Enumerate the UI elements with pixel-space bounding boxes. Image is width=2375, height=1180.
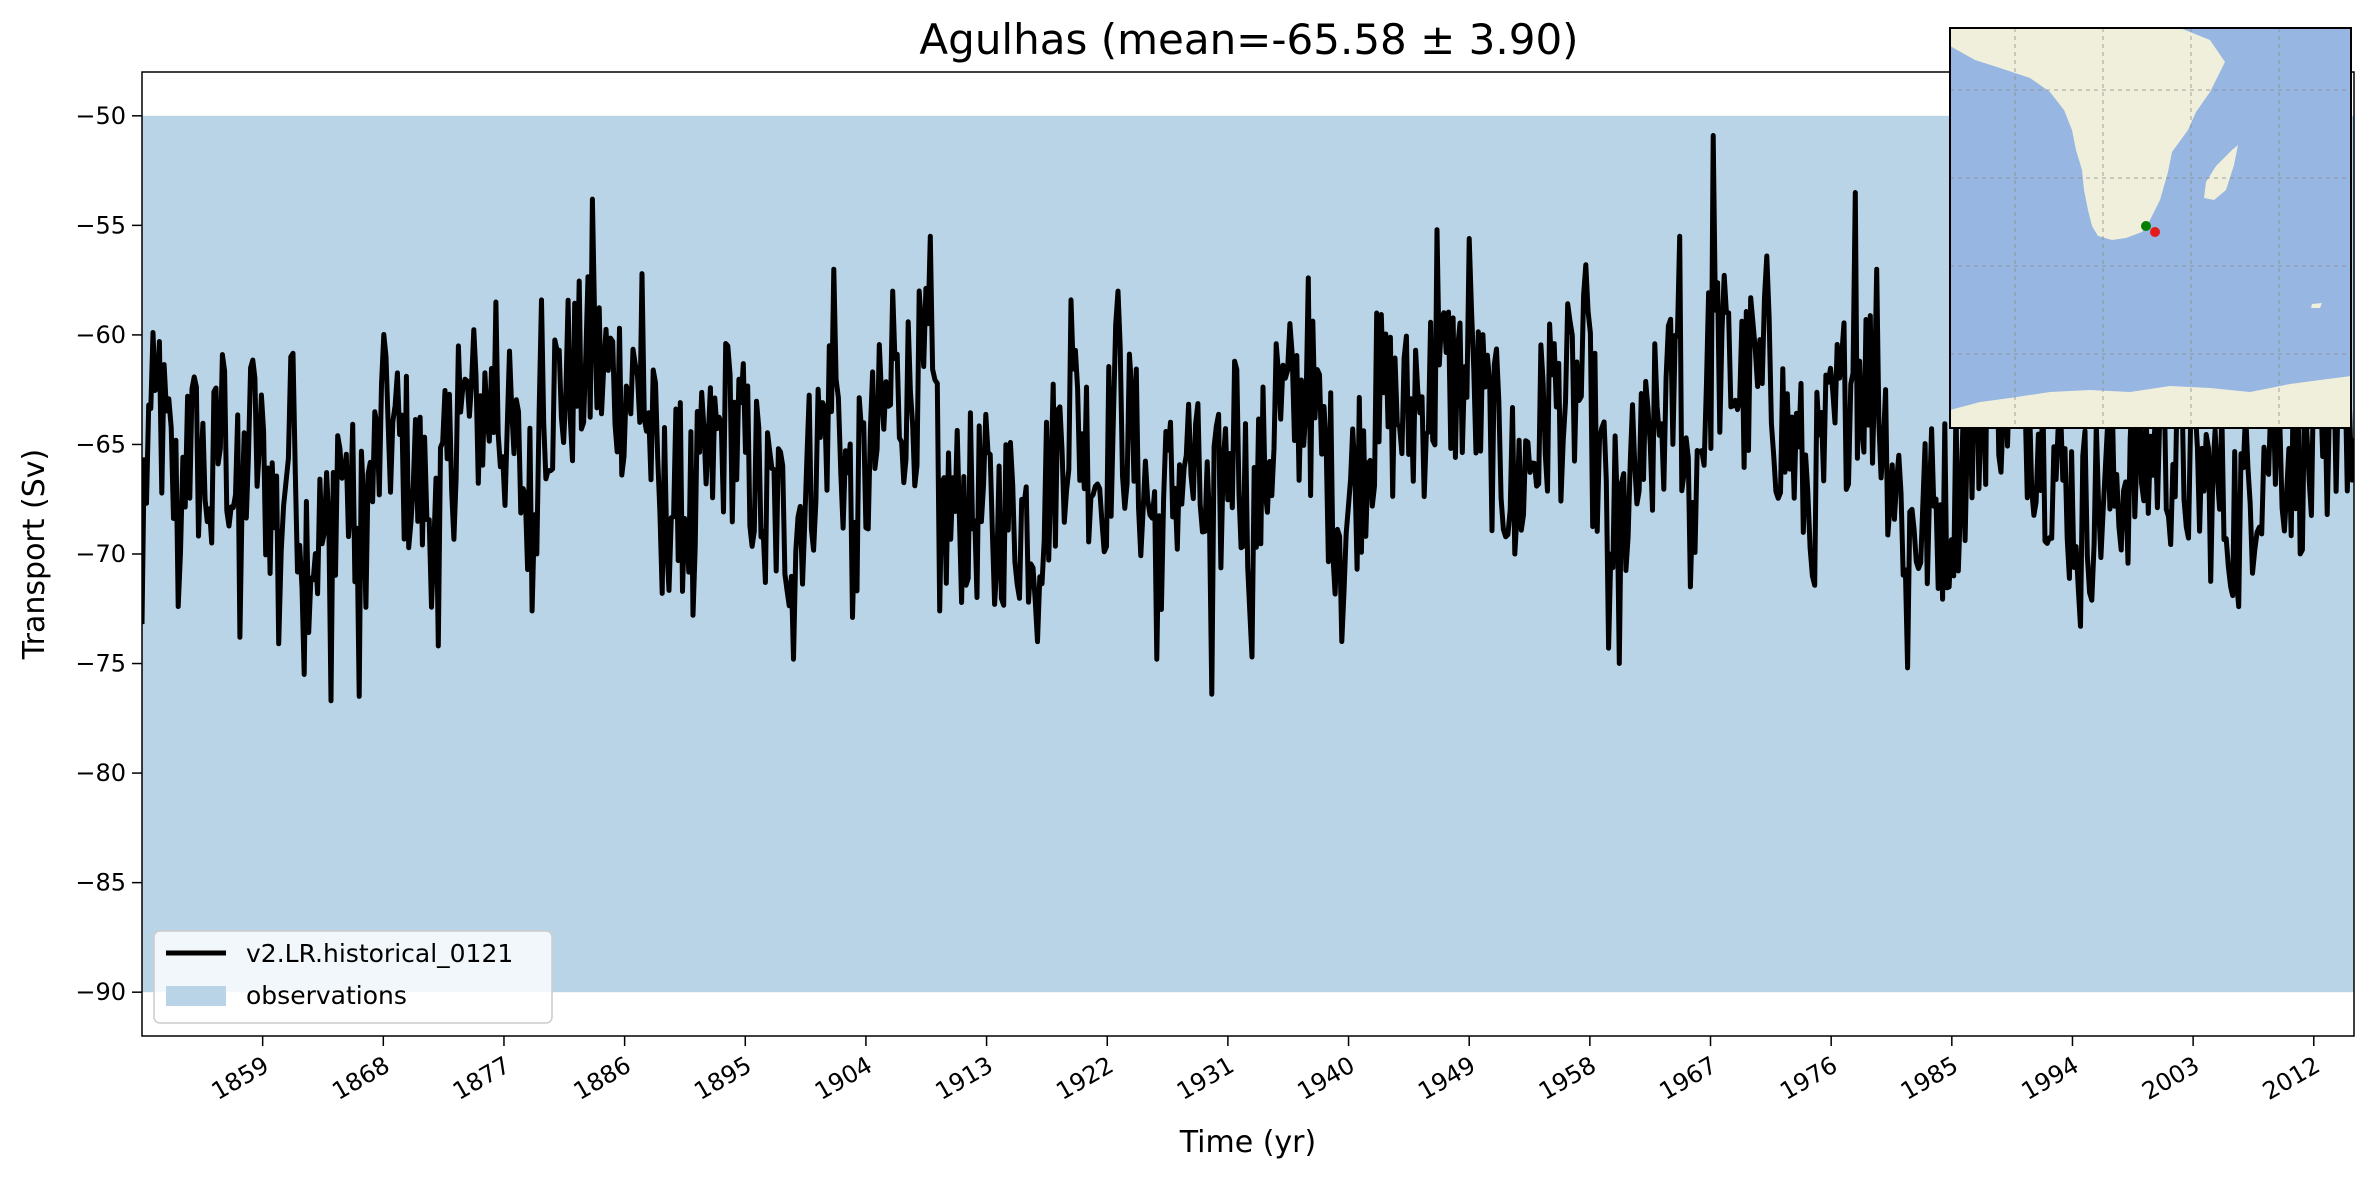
x-tick-label: 1976 (1775, 1051, 1842, 1106)
map-gridlines (1950, 28, 2351, 428)
x-tick-label: 1913 (931, 1051, 998, 1106)
chart-title: Agulhas (mean=-65.58 ± 3.90) (919, 15, 1578, 64)
map-land-madagascar (2204, 145, 2238, 200)
y-tick-label: −85 (75, 869, 126, 897)
map-marker-red (2150, 227, 2160, 237)
x-tick-label: 1985 (1896, 1051, 1963, 1106)
x-axis-title: Time (yr) (1179, 1125, 1316, 1160)
y-tick-label: −65 (75, 430, 126, 458)
x-tick-label: 1949 (1413, 1051, 1480, 1106)
legend: v2.LR.historical_0121 observations (153, 930, 553, 1024)
x-tick-label: 1886 (569, 1051, 636, 1106)
y-tick-label: −75 (75, 650, 126, 678)
x-tick-label: 1859 (207, 1051, 274, 1106)
map-land-islet (2311, 303, 2322, 308)
x-tick-label: 1994 (2017, 1051, 2084, 1106)
x-tick-label: 1922 (1051, 1051, 1118, 1106)
legend-label-series: v2.LR.historical_0121 (246, 939, 513, 968)
y-tick-label: −80 (75, 759, 126, 787)
x-tick-label: 1967 (1655, 1051, 1722, 1106)
x-tick-label: 1931 (1172, 1051, 1239, 1106)
y-tick-label: −70 (75, 540, 126, 568)
y-tick-label: −55 (75, 211, 126, 239)
legend-box (153, 930, 553, 1024)
inset-map-frame (1949, 27, 2352, 429)
x-tick-label: 2003 (2137, 1051, 2204, 1106)
x-tick-label: 1877 (448, 1051, 515, 1106)
y-axis-title: Transport (Sv) (17, 449, 52, 661)
map-land-antarctica (1950, 376, 2351, 428)
y-tick-label: −90 (75, 978, 126, 1006)
series-line-v2-LR-historical-0121 (142, 133, 2354, 704)
y-axis-ticks: −50 −55 −60 −65 −70 −75 −80 −85 −90 (75, 102, 142, 1006)
y-tick-label: −60 (75, 321, 126, 349)
map-marker-green (2141, 221, 2151, 231)
map-land-africa (1950, 28, 2225, 240)
x-tick-label: 2012 (2258, 1051, 2325, 1106)
inset-map (1949, 27, 2352, 429)
x-tick-label: 1868 (327, 1051, 394, 1106)
y-tick-label: −50 (75, 102, 126, 130)
x-axis-ticks: 1859 1868 1877 1886 1895 1904 1913 1922 1931 1940… (207, 1036, 2325, 1106)
x-tick-label: 1904 (810, 1051, 877, 1106)
legend-label-observations: observations (246, 981, 407, 1010)
x-tick-label: 1895 (689, 1051, 756, 1106)
x-tick-label: 1940 (1293, 1051, 1360, 1106)
legend-band-swatch (166, 986, 226, 1006)
x-tick-label: 1958 (1534, 1051, 1601, 1106)
